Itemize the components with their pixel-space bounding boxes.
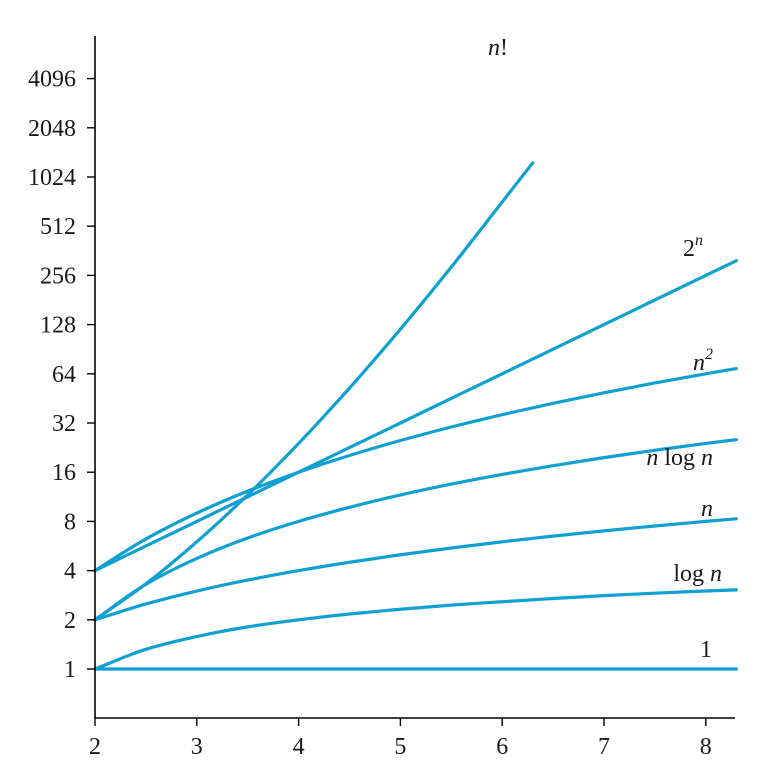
x-tick-label: 8 <box>700 734 712 760</box>
series-label-logn: log n <box>673 561 722 587</box>
series-line-twon <box>93 259 738 573</box>
y-tick-label: 256 <box>40 263 76 289</box>
x-tick-label: 5 <box>394 734 406 760</box>
series-line-nlogn <box>93 438 738 622</box>
series-layer <box>93 161 738 671</box>
series-line-nsq <box>93 366 738 573</box>
y-tick-label: 32 <box>52 411 76 437</box>
y-tick-label: 512 <box>40 214 76 240</box>
y-tick-label: 64 <box>52 362 76 388</box>
x-tick-label: 7 <box>598 734 610 760</box>
x-tick-label: 2 <box>89 734 101 760</box>
y-tick-label: 128 <box>40 313 76 339</box>
y-tick-label: 2 <box>64 608 76 634</box>
x-tick-label: 4 <box>293 734 305 760</box>
y-tick-label: 1024 <box>28 165 76 191</box>
y-tick-label: 2048 <box>28 116 76 142</box>
x-tick-label: 6 <box>496 734 508 760</box>
series-label-n: n <box>701 496 713 522</box>
y-tick-label: 16 <box>52 460 76 486</box>
series-line-n <box>93 517 738 622</box>
series-label-nlogn: n log n <box>646 445 713 471</box>
x-ticks: 2 3 4 5 6 7 8 <box>89 718 712 760</box>
y-tick-label: 4 <box>64 559 76 585</box>
series-line-fact <box>93 161 535 622</box>
y-ticks: 1 2 4 8 16 32 64 128 256 512 1024 2048 4096 <box>28 67 95 683</box>
series-label-twon: 2n <box>683 232 703 262</box>
series-label-nsq: n2 <box>693 346 713 376</box>
y-tick-label: 1 <box>64 657 76 683</box>
series-line-logn <box>93 588 738 671</box>
y-tick-label: 8 <box>64 509 76 535</box>
series-label-one: 1 <box>700 637 712 663</box>
series-labels: 1 log n n n log n n2 2n n! <box>488 35 722 663</box>
series-label-fact: n! <box>488 35 508 61</box>
y-tick-label: 4096 <box>28 67 76 93</box>
x-tick-label: 3 <box>191 734 203 760</box>
axes-layer <box>94 36 735 719</box>
